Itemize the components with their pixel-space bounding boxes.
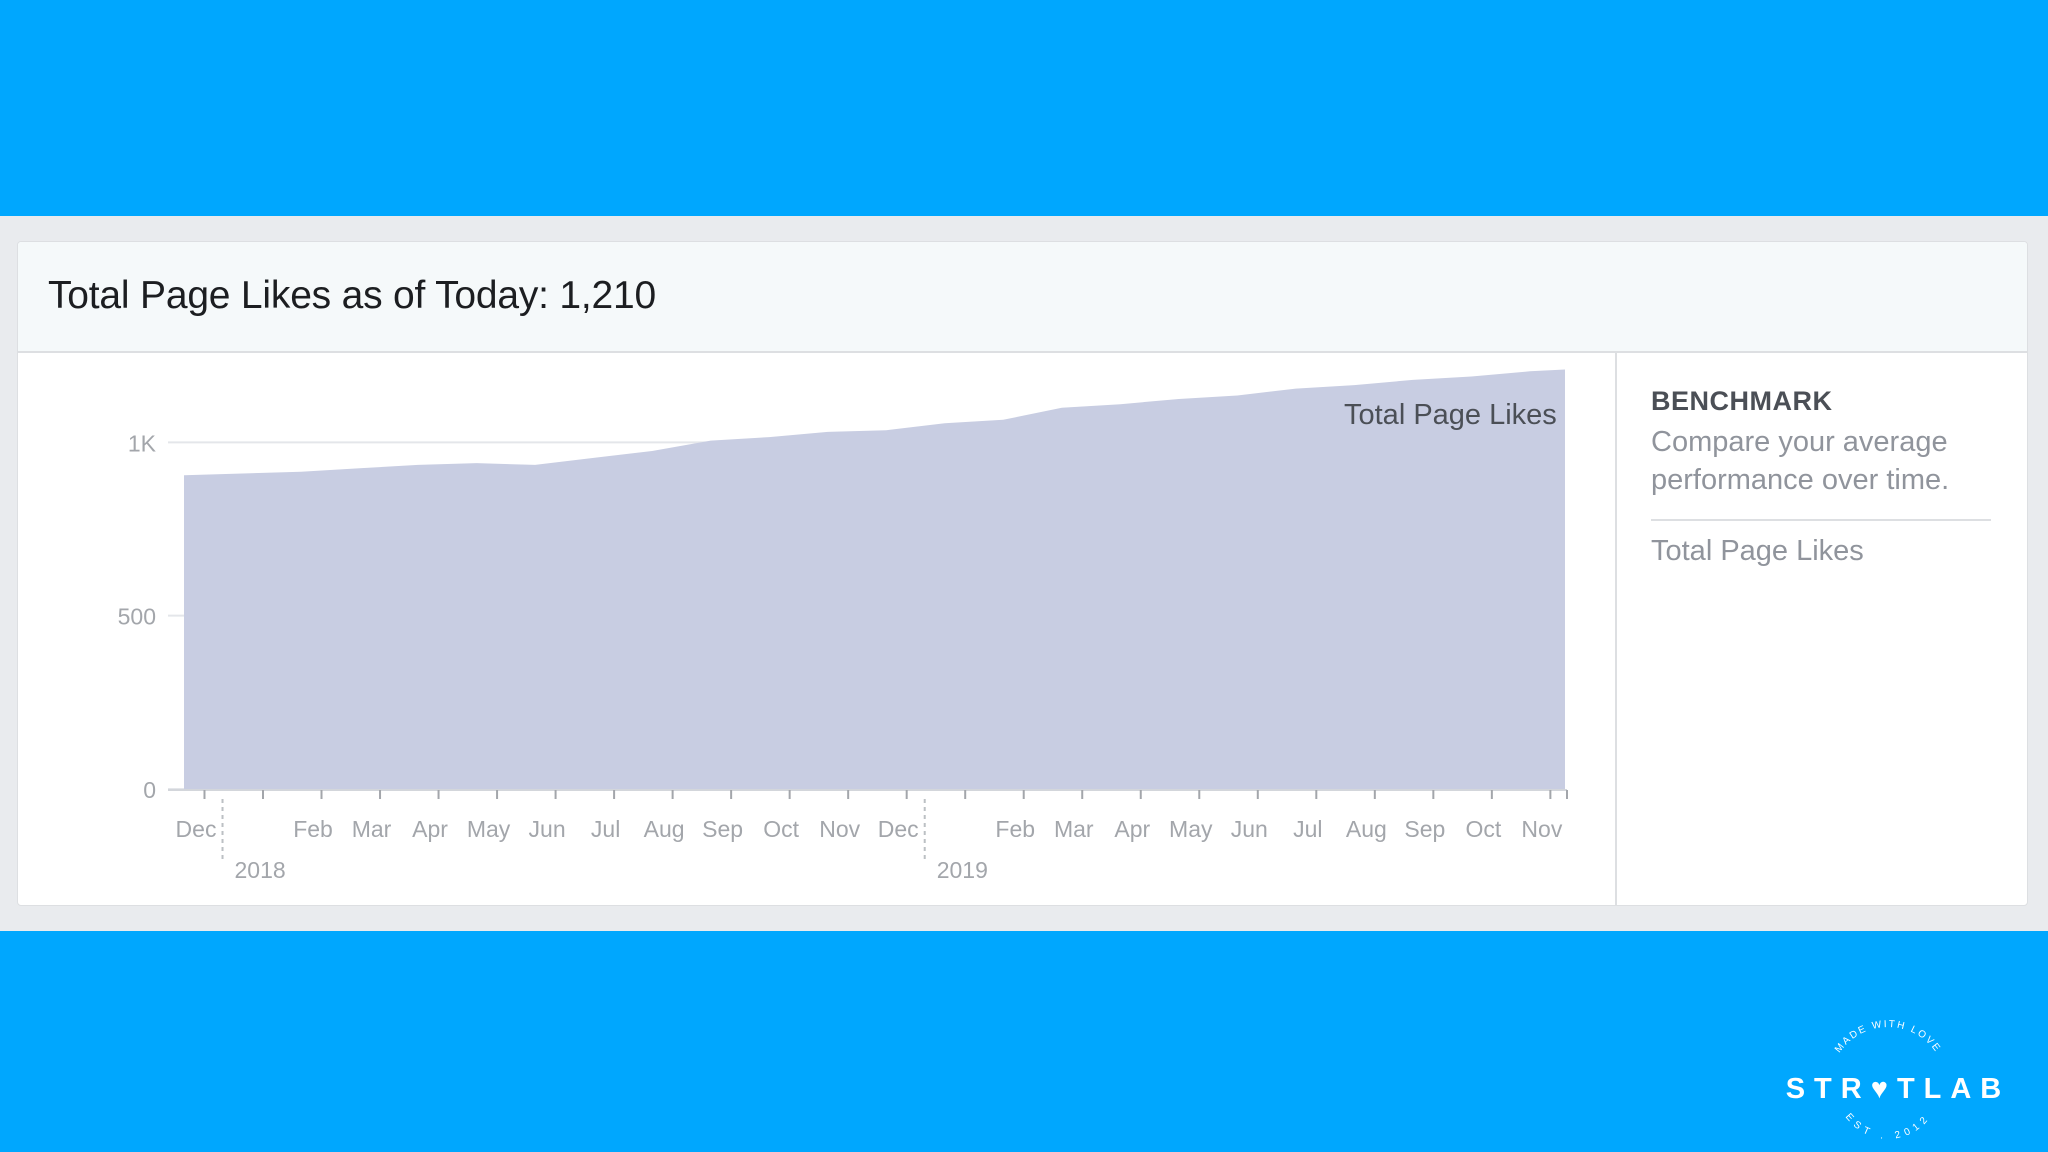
page-likes-card: Total Page Likes as of Today: 1,210 0 500… xyxy=(17,241,2028,906)
chart-area: 0 500 1K Dec Feb Mar Apr May Jun Jul Aug Sep Oct Nov D… xyxy=(18,353,1615,905)
x-tick-label: Jun xyxy=(1231,816,1268,842)
benchmark-description: Compare your average performance over ti… xyxy=(1651,426,1950,496)
x-tick-label: Jul xyxy=(1293,816,1322,842)
benchmark-metric-toggle[interactable]: Total Page Likes xyxy=(1651,535,1864,567)
x-tick-label: Sep xyxy=(702,816,743,842)
x-tick-label: Feb xyxy=(293,816,333,842)
x-tick-label: May xyxy=(1169,816,1213,842)
x-tick-label: Nov xyxy=(1521,816,1562,842)
x-tick-label: Apr xyxy=(412,816,448,842)
year-label: 2018 xyxy=(235,857,286,883)
y-tick-label: 500 xyxy=(118,604,156,630)
y-tick-label: 0 xyxy=(143,777,156,803)
benchmark-panel: BENCHMARK Compare your average performan… xyxy=(1651,386,1996,568)
axis-layer: 0 500 1K Dec Feb Mar Apr May Jun Jul Aug Sep Oct Nov D… xyxy=(118,430,1568,883)
card-header: Total Page Likes as of Today: 1,210 xyxy=(18,242,2027,353)
x-tick-label: Nov xyxy=(819,816,860,842)
page-likes-chart: 0 500 1K Dec Feb Mar Apr May Jun Jul Aug Sep Oct Nov D… xyxy=(118,369,1568,883)
x-tick-label: May xyxy=(467,816,511,842)
x-tick-label: Sep xyxy=(1404,816,1445,842)
x-tick-label: Aug xyxy=(644,816,685,842)
x-tick-label: Oct xyxy=(763,816,799,842)
x-tick-label: Dec xyxy=(878,816,919,842)
y-tick-label: 1K xyxy=(128,430,157,456)
x-tick-label: Jul xyxy=(591,816,620,842)
legend[interactable]: Total Page Likes xyxy=(1296,398,1557,431)
logo-top-arc: MADE WITH LOVE xyxy=(1833,1019,1943,1055)
x-tick-label: Dec xyxy=(176,816,217,842)
x-tick-label: Oct xyxy=(1465,816,1501,842)
x-tick-label: Apr xyxy=(1114,816,1150,842)
logo-wordmark: STR♥TLAB xyxy=(1786,1073,2011,1105)
x-tick-label: Jun xyxy=(529,816,566,842)
year-label: 2019 xyxy=(937,857,988,883)
x-tick-label: Mar xyxy=(1054,816,1094,842)
benchmark-title: BENCHMARK xyxy=(1651,386,1833,416)
logo-bottom-arc: EST . 2012 xyxy=(1843,1112,1933,1142)
legend-label: Total Page Likes xyxy=(1344,399,1557,431)
x-tick-label: Feb xyxy=(995,816,1035,842)
legend-swatch xyxy=(1296,398,1328,430)
strutlab-logo: MADE WITH LOVE STR♥TLAB EST . 2012 xyxy=(1786,1019,2011,1142)
x-tick-label: Mar xyxy=(352,816,392,842)
area-total-page-likes xyxy=(184,369,1565,789)
benchmark-divider xyxy=(1651,519,1991,521)
page-title: Total Page Likes as of Today: 1,210 xyxy=(48,274,657,317)
area-layer xyxy=(184,369,1565,789)
side-divider xyxy=(1615,353,1617,905)
x-tick-label: Aug xyxy=(1346,816,1387,842)
